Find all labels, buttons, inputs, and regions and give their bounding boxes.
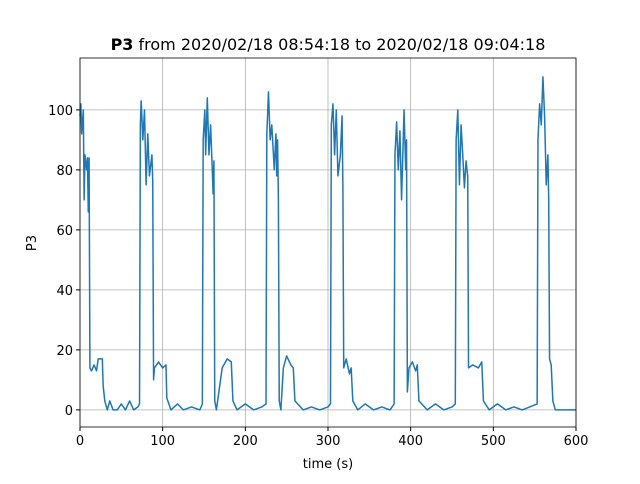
x-tick-label: 400	[398, 434, 423, 449]
x-tick-label: 200	[233, 434, 258, 449]
x-tick-label: 500	[481, 434, 506, 449]
y-tick-label: 60	[56, 224, 73, 239]
title-name: P3	[111, 35, 134, 54]
x-tick-label: 300	[316, 434, 341, 449]
y-tick-label: 20	[56, 344, 73, 359]
x-tick-label: 0	[76, 434, 84, 449]
y-tick-label: 0	[65, 404, 73, 419]
plot-frame	[79, 57, 577, 428]
y-tick-label: 100	[48, 104, 73, 119]
y-tick-label: 80	[56, 164, 73, 179]
x-axis-label: time (s)	[303, 457, 353, 472]
title-text: from 2020/02/18 08:54:18 to 2020/02/18 0…	[139, 35, 546, 54]
data-line	[79, 76, 576, 411]
chart-title: P3 from 2020/02/18 08:54:18 to 2020/02/1…	[111, 35, 546, 54]
x-tick-label: 600	[564, 434, 589, 449]
y-tick-label: 40	[56, 284, 73, 299]
y-axis-label: P3	[25, 235, 40, 251]
x-tick-label: 100	[150, 434, 175, 449]
